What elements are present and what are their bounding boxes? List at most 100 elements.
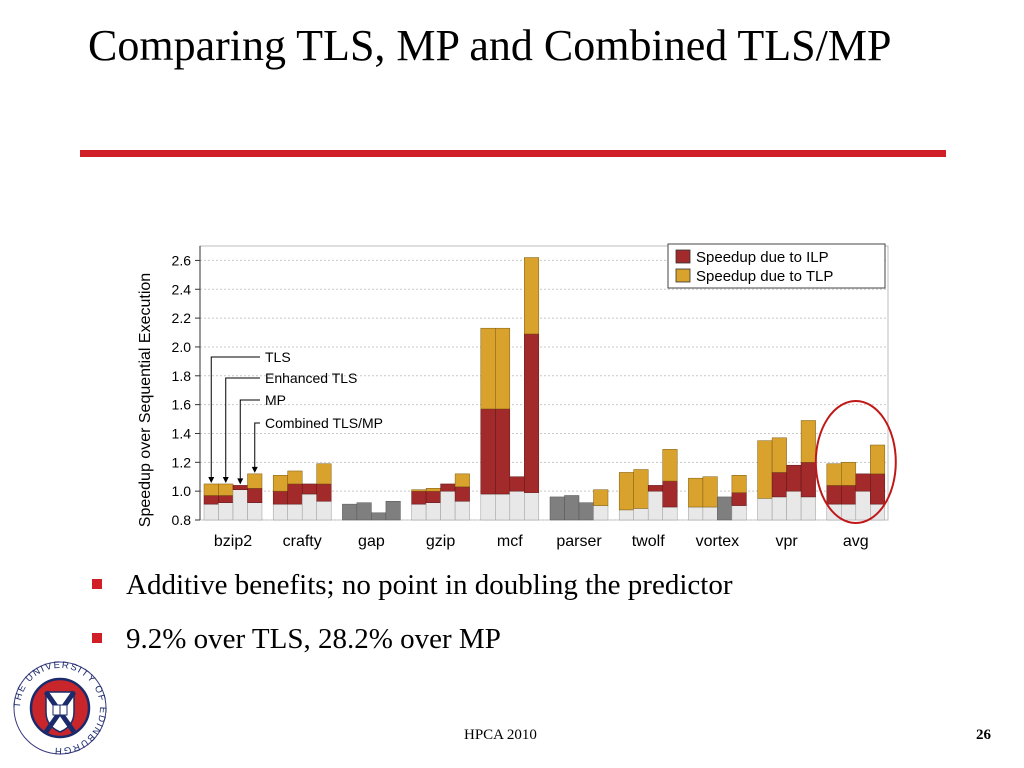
bar-base-avg: [841, 503, 857, 521]
university-crest-logo: THE UNIVERSITY OF EDINBURGH: [12, 660, 107, 756]
bar-ilp-bzip2: [203, 495, 219, 505]
bar-base-mcf: [495, 493, 511, 521]
bullet-text: Additive benefits; no point in doubling …: [126, 569, 733, 601]
chart-legend: Speedup due to ILP Speedup due to TLP: [667, 243, 886, 289]
bar-mp-gap: [371, 512, 387, 521]
highlight-ellipse: [814, 400, 897, 524]
x-tick-label: gzip: [426, 533, 455, 550]
y-axis-label: Speedup over Sequential Execution: [137, 273, 154, 527]
legend-label-ilp: Speedup due to ILP: [696, 249, 829, 266]
x-tick-label: mcf: [497, 533, 523, 550]
bar-base-crafty: [316, 501, 332, 521]
bar-mp-vortex: [717, 496, 733, 521]
y-tick-label: 1.8: [172, 368, 192, 384]
bar-tlp-avg: [841, 462, 857, 486]
bar-base-bzip2: [232, 489, 248, 521]
bar-ilp-mcf: [524, 333, 540, 493]
bar-tlp-mcf: [524, 257, 540, 335]
bar-base-gzip: [411, 503, 427, 521]
bar-tlp-vpr: [757, 440, 773, 499]
bullet-item: Additive benefits; no point in doubling …: [92, 568, 732, 602]
bar-tlp-crafty: [316, 463, 332, 485]
x-tick-label: avg: [843, 533, 869, 550]
x-tick-label: vpr: [775, 533, 798, 550]
bar-tlp-mcf: [480, 327, 496, 410]
bar-ilp-gzip: [411, 490, 427, 505]
bar-tlp-crafty: [287, 470, 303, 485]
bar-base-crafty: [272, 503, 288, 521]
bar-tlp-bzip2: [247, 473, 263, 489]
bar-ilp-bzip2: [232, 485, 248, 490]
bar-mp-parser: [578, 502, 594, 521]
legend-box: [667, 243, 886, 289]
y-tick-label: 1.2: [172, 454, 192, 470]
bar-base-parser: [593, 505, 609, 521]
legend-label-tlp: Speedup due to TLP: [696, 268, 833, 285]
callout-label: Combined TLS/MP: [265, 415, 383, 431]
bar-tlp-vortex: [731, 475, 747, 493]
bar-tlp-gzip: [454, 473, 470, 488]
callout-arrow: [251, 466, 258, 473]
callout-line: [254, 422, 260, 468]
bar-tlp-vortex: [688, 477, 704, 508]
bar-base-vpr: [771, 496, 787, 521]
bar-base-vortex: [688, 506, 704, 521]
y-tick-label: 2.2: [172, 310, 192, 326]
bar-ilp-crafty: [316, 483, 332, 502]
x-tick-label: parser: [556, 533, 602, 550]
bar-mp-gap: [356, 502, 372, 521]
bar-ilp-vpr: [786, 464, 802, 492]
chart-bars: [203, 257, 886, 521]
bar-ilp-avg: [870, 473, 886, 505]
bar-ilp-bzip2: [247, 488, 263, 503]
bar-base-vpr: [786, 490, 802, 521]
bar-tlp-twolf: [618, 472, 634, 511]
bar-mp-gap: [385, 501, 401, 521]
bar-ilp-avg: [841, 485, 857, 505]
x-tick-label: gap: [358, 533, 385, 550]
bar-base-vortex: [731, 505, 747, 521]
bar-ilp-crafty: [287, 483, 303, 505]
bar-ilp-gzip: [454, 486, 470, 502]
bar-tlp-gzip: [425, 488, 441, 492]
x-tick-label: bzip2: [214, 533, 252, 550]
bar-tlp-parser: [593, 489, 609, 506]
title-rule: [80, 150, 946, 157]
bar-ilp-twolf: [662, 480, 678, 508]
y-tick-label: 1.4: [172, 425, 192, 441]
bar-tlp-bzip2: [218, 483, 234, 496]
bar-base-gzip: [440, 490, 456, 521]
bar-ilp-crafty: [272, 490, 288, 505]
bar-base-bzip2: [203, 503, 219, 521]
bar-base-twolf: [633, 508, 649, 521]
bar-base-mcf: [509, 490, 525, 521]
bar-base-mcf: [524, 492, 540, 521]
bar-tlp-gzip: [411, 489, 427, 492]
bullet-item: 9.2% over TLS, 28.2% over MP: [92, 622, 732, 656]
avg-highlight: [814, 400, 897, 524]
bar-ilp-vpr: [771, 472, 787, 498]
bar-tlp-twolf: [633, 469, 649, 509]
bar-base-vpr: [800, 496, 816, 521]
y-tick-label: 1.6: [172, 397, 192, 413]
bar-tlp-mcf: [495, 327, 511, 410]
bar-base-avg: [855, 490, 871, 521]
bar-ilp-mcf: [495, 408, 511, 495]
bar-base-vortex: [702, 506, 718, 521]
speedup-chart: 0.8 1.0 1.2 1.4 1.6 1.8 2.0 2.2 2.4 2.6 Speedup o…: [137, 243, 897, 550]
bar-ilp-crafty: [301, 483, 317, 495]
y-tick-label: 2.4: [172, 281, 192, 297]
y-tick-label: 1.0: [172, 483, 192, 499]
callout-arrow: [208, 476, 215, 483]
slide-title: Comparing TLS, MP and Combined TLS/MP: [88, 21, 892, 70]
bar-mp-gap: [342, 503, 358, 521]
page-number: 26: [976, 727, 991, 743]
bar-ilp-vortex: [731, 492, 747, 506]
bar-base-mcf: [480, 493, 496, 521]
callout-label: Enhanced TLS: [265, 370, 357, 386]
bar-base-gzip: [454, 501, 470, 521]
bar-base-crafty: [287, 503, 303, 521]
legend-swatch-tlp: [675, 268, 691, 283]
callout-label: TLS: [265, 349, 291, 365]
chart-grid: [199, 245, 889, 521]
